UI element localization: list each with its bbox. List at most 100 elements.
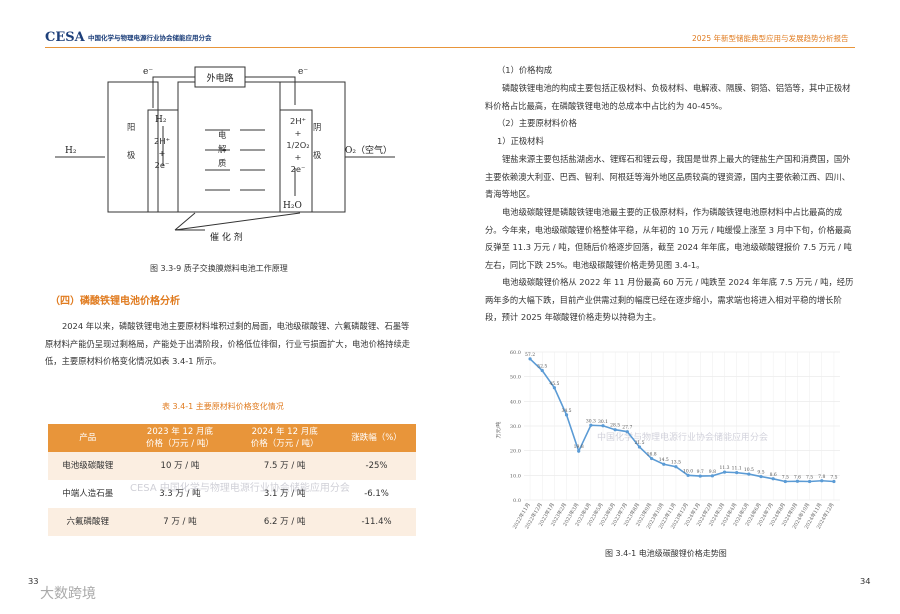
- label: e⁻: [143, 67, 153, 77]
- paragraph: 电池级碳酸锂是磷酸铁锂电池最主要的正极原材料，作为磷酸铁锂电池原材料中占比最高的…: [485, 207, 852, 270]
- cell: 3.1 万 / 吨: [263, 489, 306, 499]
- label: 催 化 剂: [210, 231, 243, 243]
- data-label: 14.5: [659, 457, 669, 463]
- point: [722, 470, 727, 474]
- point: [820, 479, 824, 483]
- point: [564, 413, 569, 417]
- cell: 电池级碳酸锂: [48, 452, 128, 480]
- arrows: [55, 126, 395, 196]
- data-label: 11.3: [720, 465, 730, 471]
- paragraph: 2024 年以来，磷酸铁锂电池主要原材料堆积过剩的局面，电池级碳酸锂、六氟磷酸锂…: [45, 321, 411, 366]
- cathode-box: [279, 81, 346, 213]
- cell: 7.5 万 / 吨: [232, 452, 338, 480]
- data-label: 30.3: [586, 418, 596, 424]
- paragraph: 锂盐来源主要包括盐湖卤水、锂辉石和锂云母，我国是世界上最大的锂盐生产国和消费国，…: [485, 154, 851, 199]
- chart: 中国化学与物理电源行业协会储能应用分会 万元/吨 0.0 10.0 20.0 30.0 40…: [495, 350, 840, 530]
- point: [710, 474, 714, 478]
- data-label: 9.7: [697, 469, 704, 475]
- heading: （2）主要原材料价格: [497, 118, 577, 128]
- cell: -11.4%: [337, 508, 416, 536]
- catalyst-lines: [174, 212, 301, 231]
- point: [783, 479, 787, 484]
- heading: （1）价格构成: [497, 65, 553, 75]
- label: 外电路: [206, 72, 233, 84]
- data-label: 7.5: [782, 475, 789, 481]
- label: H₂: [65, 146, 77, 156]
- point: [747, 472, 751, 476]
- point: [662, 462, 666, 466]
- cell: -6.1%: [364, 489, 389, 499]
- data-label: 9.5: [757, 470, 764, 476]
- data-label: 9.8: [709, 469, 716, 475]
- anode-box: [107, 81, 159, 213]
- row: 电池级碳酸锂 10 万 / 吨 7.5 万 / 吨 -25%: [48, 452, 416, 480]
- point: [528, 357, 532, 361]
- point: [759, 474, 763, 479]
- y-tick-label: 20.0: [510, 449, 521, 455]
- data-label: 52.5: [537, 364, 547, 370]
- fuel-cell-diagram: 外电路 e⁻ e⁻ H₂ O₂（空气） H₂ H₂O 催 化 剂: [55, 66, 395, 243]
- data-label: 45.5: [549, 381, 559, 387]
- cell: 6.2 万 / 吨: [232, 508, 338, 536]
- data-label: 7.6: [794, 474, 801, 480]
- caption: 图 3.4-1 电池级碳酸锂价格走势图: [605, 549, 727, 558]
- label: H₂O: [283, 201, 302, 211]
- point: [674, 465, 678, 469]
- point: [698, 474, 702, 478]
- data-label: 19.8: [574, 444, 584, 450]
- table-title: 表 3.4-1 主要原材料价格变化情况: [162, 402, 284, 411]
- header-cell: 产品: [48, 424, 128, 452]
- data-label: 27.7: [622, 425, 632, 431]
- point: [625, 430, 629, 434]
- cell: 10 万 / 吨: [127, 452, 233, 480]
- y-tick-label: 50.0: [510, 375, 521, 381]
- watermark: 大数跨境: [40, 586, 96, 602]
- point: [589, 423, 593, 427]
- cell: 中端人造石墨: [62, 489, 114, 499]
- logo: CESA: [45, 30, 85, 45]
- label: O₂（空气）: [345, 144, 392, 156]
- header-cell: 涨跌幅（%）: [337, 424, 416, 452]
- electrolyte-box: [177, 81, 281, 213]
- paragraph: 磷酸铁锂电池的构成主要包括正极材料、负极材料、电解液、隔膜、铜箔、铝箔等，其中正…: [485, 83, 851, 111]
- data-label: 21.5: [634, 440, 644, 446]
- point: [613, 428, 617, 432]
- heading: 1）正极材料: [497, 136, 544, 146]
- paragraph: 电池级碳酸锂价格从 2022 年 11 月份最高 60 万元 / 吨跌至 202…: [485, 277, 854, 322]
- page-number: 33: [28, 576, 39, 586]
- point: [540, 368, 544, 373]
- y-axis-title: 万元/吨: [495, 422, 502, 439]
- label: 2H⁺ + 1/2O₂ + 2e⁻: [286, 116, 310, 174]
- circuit-wire: [152, 76, 195, 108]
- header-row: 产品 2023 年 12 月底 价格（万元 / 吨） 2024 年 12 月底 价格…: [48, 424, 416, 452]
- label: H₂: [155, 115, 167, 125]
- y-tick-label: 0.0: [513, 498, 521, 504]
- data-label: 10.5: [744, 467, 754, 473]
- cell: 六氟磷酸锂: [48, 508, 128, 536]
- point: [637, 445, 642, 449]
- label: 阴 极: [313, 122, 322, 160]
- data-label: 11.1: [732, 466, 742, 472]
- point: [686, 473, 690, 477]
- cell: 3.3 万 / 吨: [159, 489, 201, 499]
- data-label: 13.5: [671, 460, 681, 466]
- y-tick-label: 10.0: [510, 473, 521, 479]
- row: 中端人造石墨 3.3 万 / 吨 3.1 万 / 吨 -6.1%: [48, 480, 416, 508]
- cell: 7 万 / 吨: [127, 508, 233, 536]
- org-name: 中国化学与物理电源行业协会储能应用分会: [88, 34, 212, 42]
- point: [650, 456, 654, 461]
- label: 2H⁺ + 2e⁻: [154, 136, 170, 170]
- row: 六氟磷酸锂 7 万 / 吨 6.2 万 / 吨 -11.4%: [48, 508, 416, 536]
- point: [832, 479, 836, 484]
- data-label: 7.5: [806, 475, 813, 481]
- label: 电 解 质: [218, 130, 227, 168]
- data-label: 16.8: [647, 452, 657, 458]
- price-line: [529, 358, 834, 483]
- report-title: 2025 年新型储能典型应用与发展趋势分析报告: [692, 34, 849, 43]
- page-number: 34: [860, 576, 871, 586]
- point: [795, 479, 800, 483]
- header-cell: 2024 年 12 月底 价格（万元 / 吨）: [232, 424, 338, 452]
- y-tick-label: 40.0: [510, 399, 521, 405]
- caption: 图 3.3-9 质子交换膜燃料电池工作原理: [150, 264, 288, 273]
